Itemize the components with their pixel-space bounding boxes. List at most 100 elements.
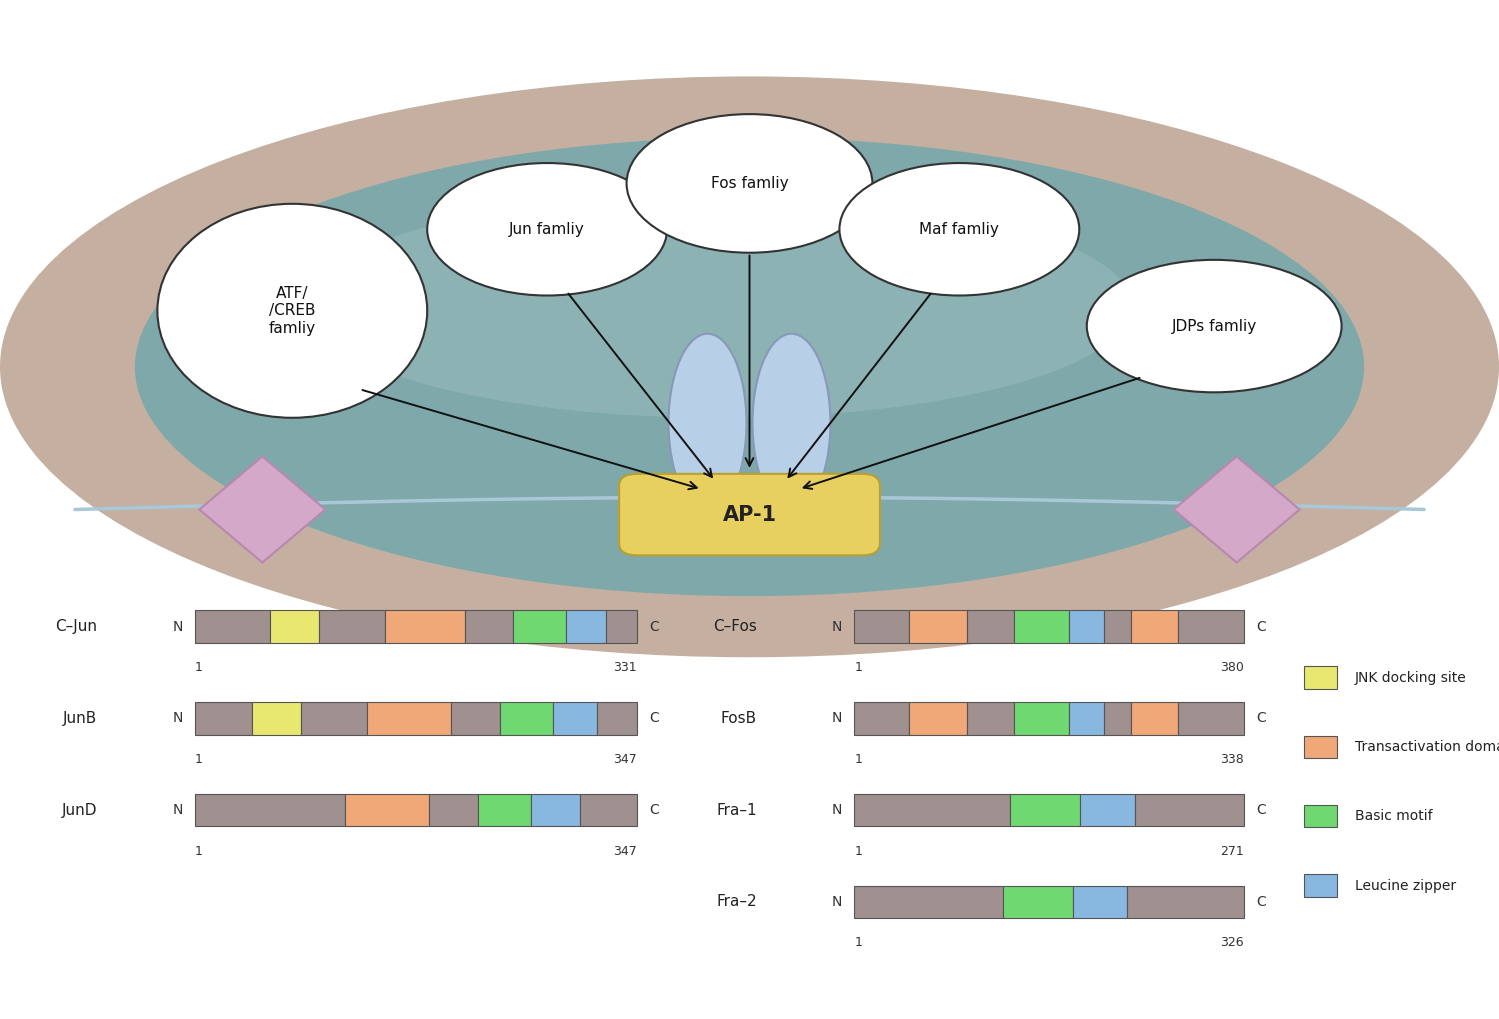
Text: N: N — [832, 803, 842, 817]
Text: C: C — [649, 803, 660, 817]
Text: JDPs famliy: JDPs famliy — [1172, 319, 1256, 333]
Bar — [195, 702, 252, 735]
Bar — [1103, 702, 1132, 735]
Bar — [1304, 805, 1337, 827]
Bar — [567, 610, 606, 643]
Bar — [195, 610, 270, 643]
Bar — [1178, 610, 1244, 643]
Text: 1: 1 — [854, 845, 862, 858]
Ellipse shape — [307, 194, 1132, 418]
Bar — [854, 886, 1003, 918]
Bar — [606, 610, 637, 643]
Bar — [465, 610, 513, 643]
Text: N: N — [832, 895, 842, 909]
Text: C–Jun: C–Jun — [55, 620, 97, 634]
Bar — [1178, 702, 1244, 735]
Text: 1: 1 — [195, 753, 202, 766]
Bar — [478, 794, 531, 826]
Text: JNK docking site: JNK docking site — [1355, 671, 1468, 685]
Bar — [908, 702, 967, 735]
Text: C–Fos: C–Fos — [714, 620, 757, 634]
Bar — [1069, 702, 1103, 735]
Text: 1: 1 — [195, 845, 202, 858]
Ellipse shape — [752, 334, 830, 513]
Bar — [252, 702, 301, 735]
Ellipse shape — [0, 76, 1499, 657]
Ellipse shape — [627, 114, 872, 253]
Bar — [385, 610, 465, 643]
Text: Leucine zipper: Leucine zipper — [1355, 878, 1456, 893]
Bar — [301, 702, 367, 735]
Bar — [597, 702, 637, 735]
Bar — [1073, 886, 1127, 918]
Bar — [967, 610, 1015, 643]
Polygon shape — [1174, 457, 1300, 562]
Bar — [1010, 794, 1081, 826]
Bar — [1069, 610, 1103, 643]
Text: AP-1: AP-1 — [723, 504, 776, 525]
Text: C: C — [1256, 711, 1267, 726]
Text: C: C — [1256, 803, 1267, 817]
Bar — [908, 610, 967, 643]
Text: Fra–2: Fra–2 — [717, 895, 757, 909]
Bar — [1135, 794, 1244, 826]
Bar — [553, 702, 597, 735]
Bar — [1003, 886, 1073, 918]
FancyBboxPatch shape — [619, 474, 880, 555]
Text: 1: 1 — [854, 753, 862, 766]
Bar — [580, 794, 637, 826]
Text: 1: 1 — [195, 661, 202, 675]
Bar — [429, 794, 478, 826]
Bar — [367, 702, 451, 735]
Bar — [854, 794, 1010, 826]
Bar — [1103, 610, 1132, 643]
Text: 347: 347 — [613, 753, 637, 766]
Text: Fra–1: Fra–1 — [717, 803, 757, 817]
Text: 271: 271 — [1220, 845, 1244, 858]
Text: 338: 338 — [1220, 753, 1244, 766]
Bar — [1081, 794, 1135, 826]
Ellipse shape — [669, 334, 747, 513]
Text: 347: 347 — [613, 845, 637, 858]
Text: N: N — [172, 803, 183, 817]
Text: FosB: FosB — [721, 711, 757, 726]
Bar — [1127, 886, 1244, 918]
Bar — [1132, 702, 1178, 735]
Text: N: N — [172, 711, 183, 726]
Text: C: C — [649, 620, 660, 634]
Text: Fos famliy: Fos famliy — [711, 176, 788, 191]
Ellipse shape — [1087, 260, 1342, 392]
Bar — [1304, 736, 1337, 758]
Text: N: N — [832, 620, 842, 634]
Ellipse shape — [427, 163, 667, 296]
Bar — [501, 702, 553, 735]
Bar — [854, 702, 908, 735]
Text: Jun famliy: Jun famliy — [510, 222, 585, 236]
Bar — [451, 702, 501, 735]
Text: JunD: JunD — [61, 803, 97, 817]
Bar — [1015, 702, 1069, 735]
Bar — [319, 610, 385, 643]
Bar — [345, 794, 429, 826]
Text: 1: 1 — [854, 661, 862, 675]
Bar — [195, 794, 345, 826]
Text: 326: 326 — [1220, 936, 1244, 950]
Bar — [270, 610, 319, 643]
Polygon shape — [199, 457, 325, 562]
Text: N: N — [832, 711, 842, 726]
Bar — [854, 610, 908, 643]
Text: N: N — [172, 620, 183, 634]
Text: 1: 1 — [854, 936, 862, 950]
Text: Basic motif: Basic motif — [1355, 809, 1433, 823]
Text: C: C — [649, 711, 660, 726]
Ellipse shape — [839, 163, 1079, 296]
Bar — [513, 610, 567, 643]
Text: Maf famliy: Maf famliy — [919, 222, 1000, 236]
Ellipse shape — [157, 204, 427, 418]
Bar — [531, 794, 580, 826]
Text: 380: 380 — [1220, 661, 1244, 675]
Bar — [1015, 610, 1069, 643]
Text: 331: 331 — [613, 661, 637, 675]
Text: C: C — [1256, 620, 1267, 634]
Text: JunB: JunB — [63, 711, 97, 726]
